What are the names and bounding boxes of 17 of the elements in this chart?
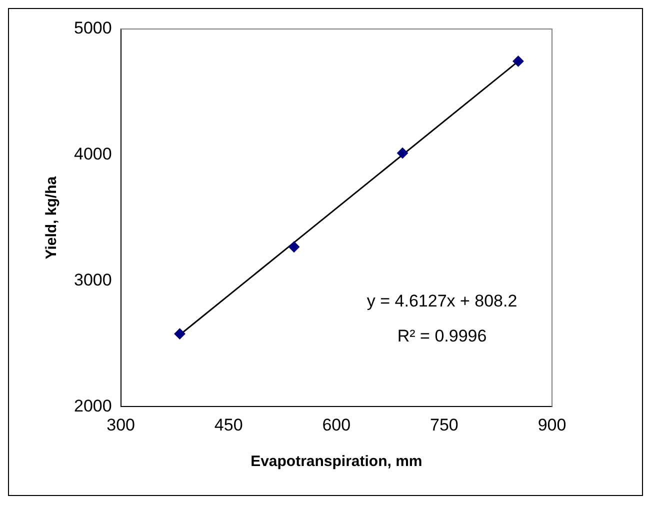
point xyxy=(174,328,186,340)
y-tick-label: 3000 xyxy=(74,270,112,290)
y-tick-label: 5000 xyxy=(74,18,112,38)
annotation: R² = 0.9996 xyxy=(397,326,487,346)
x-tick-label: 450 xyxy=(214,415,243,434)
x-tick-label: 750 xyxy=(430,415,458,434)
point xyxy=(397,148,408,159)
x-tick-label: 300 xyxy=(106,415,136,434)
y-axis-title: Yield, kg/ha xyxy=(43,176,60,260)
point xyxy=(512,56,524,67)
x-tick-label: 600 xyxy=(322,415,351,434)
point xyxy=(288,241,300,252)
x-tick-label: 900 xyxy=(538,415,566,434)
y-tick-label: 2000 xyxy=(74,396,112,416)
y-tick-label: 4000 xyxy=(74,144,112,164)
x-axis-title: Evapotranspiration, mm xyxy=(250,453,422,470)
annotation: y = 4.6127x + 808.2 xyxy=(366,292,518,311)
